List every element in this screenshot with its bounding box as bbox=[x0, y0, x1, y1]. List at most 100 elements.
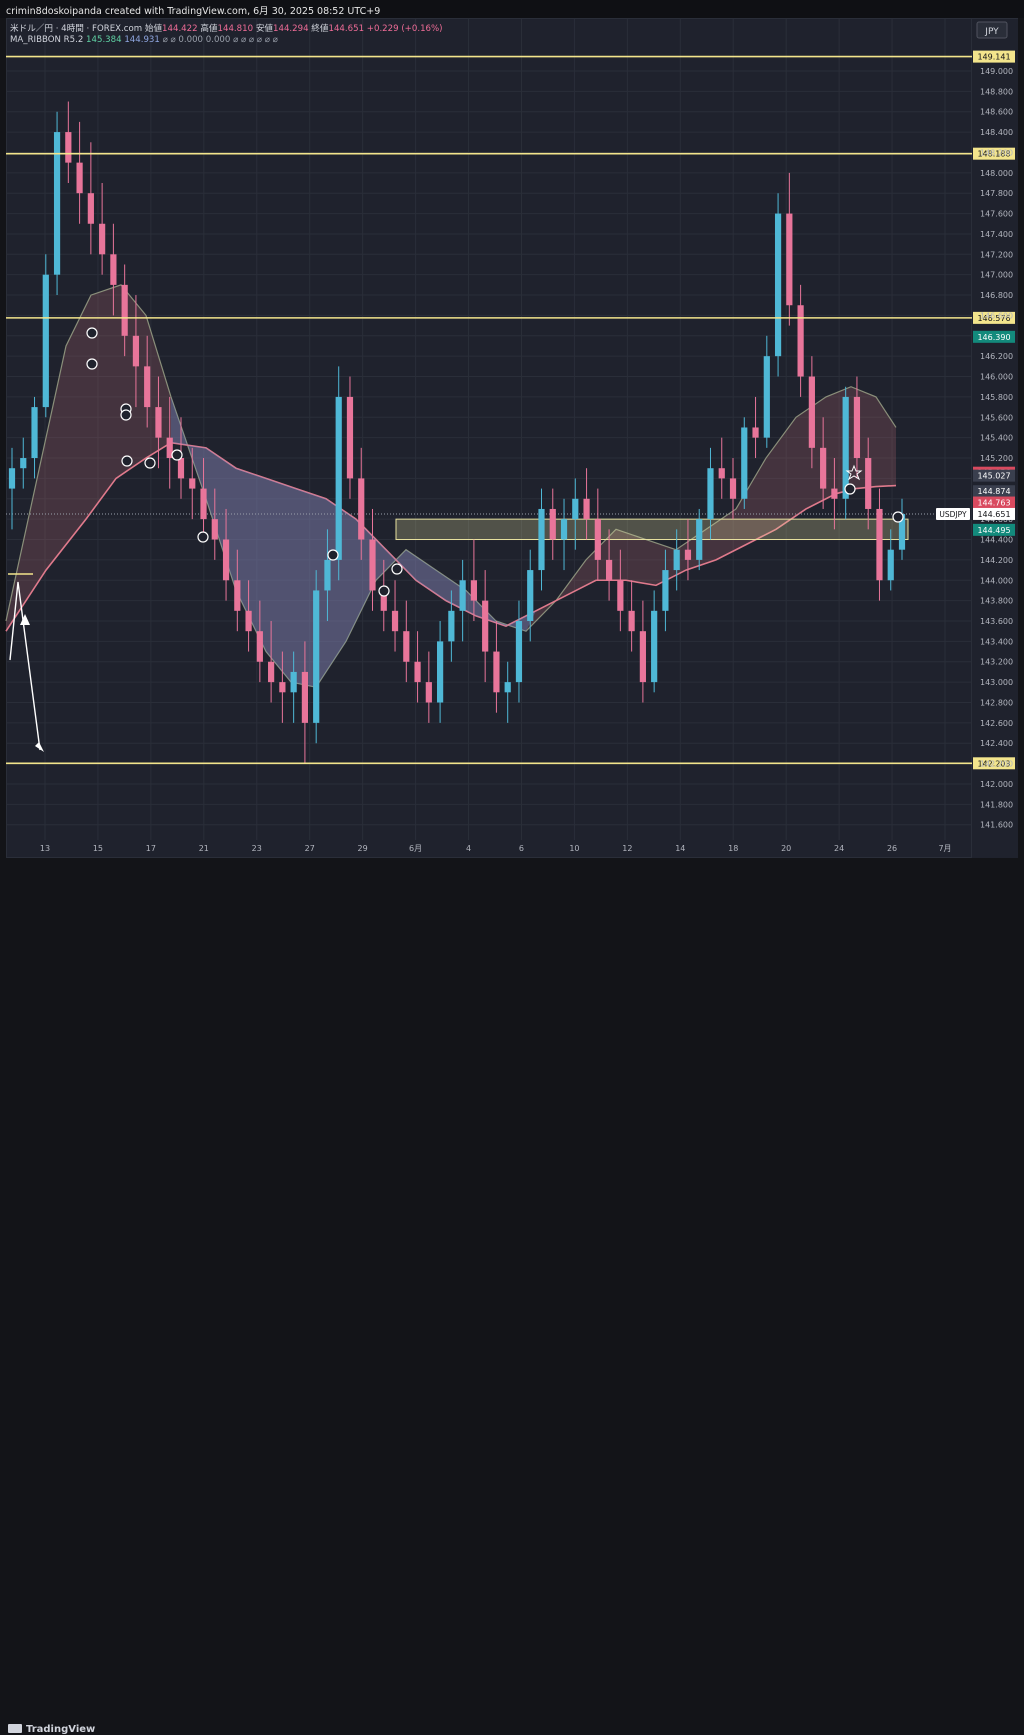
candle bbox=[42, 254, 49, 418]
y-tick-label: 147.600 bbox=[980, 210, 1013, 219]
candle-body bbox=[121, 284, 128, 336]
candle-body bbox=[425, 682, 432, 703]
candle-body bbox=[459, 580, 466, 611]
candle-body bbox=[256, 631, 263, 662]
candle bbox=[763, 335, 770, 448]
low-value: 144.294 bbox=[273, 24, 309, 34]
legend-indicator-row: MA_RIBBON R5.2 145.384 144.931 ⌀ ⌀ 0.000… bbox=[10, 35, 443, 46]
price-label-box bbox=[973, 469, 1015, 482]
zone-rect bbox=[395, 518, 909, 541]
candle-body bbox=[876, 508, 883, 581]
candle bbox=[549, 488, 556, 560]
candle-body bbox=[324, 559, 331, 591]
x-tick-label: 12 bbox=[622, 844, 632, 853]
y-tick-label: 147.800 bbox=[980, 189, 1013, 198]
x-tick-label: 21 bbox=[199, 844, 209, 853]
close-label: 終値 bbox=[311, 24, 329, 34]
candles bbox=[8, 101, 906, 764]
y-tick-label: 145.800 bbox=[980, 393, 1013, 402]
candle-body bbox=[211, 519, 218, 540]
y-tick-label: 144.000 bbox=[980, 576, 1013, 585]
level-label-box bbox=[973, 757, 1015, 770]
candle bbox=[76, 121, 83, 224]
candle-body bbox=[380, 590, 387, 611]
y-tick-label: 143.400 bbox=[980, 637, 1013, 646]
candle bbox=[572, 478, 579, 550]
y-tick-label: 148.200 bbox=[980, 148, 1013, 157]
y-tick-label: 146.200 bbox=[980, 352, 1013, 361]
tradingview-logo-icon bbox=[8, 1724, 22, 1733]
candle-body bbox=[369, 539, 376, 591]
candle-body bbox=[222, 539, 230, 581]
legend-symbol[interactable]: 米ドル／円 · 4時間 · FOREX.com bbox=[10, 24, 143, 34]
candle-body bbox=[820, 447, 827, 489]
candle bbox=[617, 549, 624, 632]
candle bbox=[786, 172, 793, 326]
x-tick-label: 15 bbox=[93, 844, 103, 853]
tradingview-brand[interactable]: TradingView bbox=[8, 1724, 95, 1735]
chart-svg[interactable]: 149.141 148.188 146.576 142.203 149.000 148.… bbox=[0, 0, 1024, 883]
high-label: 高値 bbox=[200, 24, 218, 34]
x-axis-ticks: 13 15 17 21 23 27 29 6月 4 6 10 12 14 18 20 24 26 7月 bbox=[40, 844, 952, 853]
level-label: 146.576 bbox=[977, 314, 1010, 323]
x-tick-label: 6 bbox=[519, 844, 524, 853]
open-value: 144.422 bbox=[162, 24, 198, 34]
candle bbox=[31, 396, 38, 479]
candle-body bbox=[527, 570, 534, 622]
candle bbox=[470, 539, 477, 622]
candle-body bbox=[605, 559, 613, 581]
x-tick-label: 6月 bbox=[409, 844, 422, 853]
candle bbox=[313, 570, 320, 744]
candle-body bbox=[560, 519, 568, 540]
candle bbox=[256, 600, 263, 683]
price-label: 146.390 bbox=[977, 333, 1010, 342]
candle bbox=[538, 488, 545, 591]
level-label-box bbox=[973, 147, 1015, 160]
candle bbox=[583, 468, 590, 540]
candle-body bbox=[718, 468, 725, 479]
candle bbox=[132, 295, 140, 408]
x-tick-label: 4 bbox=[466, 844, 471, 853]
indicator-name[interactable]: MA_RIBBON R5.2 bbox=[10, 35, 84, 45]
candle bbox=[831, 458, 838, 530]
horizontal-levels[interactable]: 149.141 148.188 146.576 142.203 bbox=[6, 50, 1015, 770]
candle-body bbox=[684, 549, 692, 560]
candle-body bbox=[583, 498, 590, 520]
candle-body bbox=[189, 478, 196, 489]
candle-body bbox=[110, 254, 117, 285]
candle-body bbox=[808, 376, 815, 448]
candle bbox=[391, 580, 399, 652]
candle bbox=[560, 498, 568, 571]
candle bbox=[290, 651, 297, 723]
candle bbox=[189, 447, 196, 520]
signal-marker-icon bbox=[391, 563, 403, 575]
star-marker-icon bbox=[845, 464, 863, 481]
indicator-rest: ⌀ ⌀ 0.000 0.000 ⌀ ⌀ ⌀ ⌀ ⌀ ⌀ bbox=[162, 35, 278, 45]
candle-body bbox=[707, 468, 714, 520]
price-label: 144.495 bbox=[977, 526, 1010, 535]
close-value: 144.651 bbox=[328, 24, 365, 34]
candle-body bbox=[898, 514, 906, 550]
candle bbox=[515, 600, 523, 703]
y-tick-label: 142.800 bbox=[980, 698, 1013, 707]
candle-body bbox=[200, 488, 207, 520]
candle bbox=[482, 570, 489, 683]
candle-body bbox=[549, 508, 556, 540]
candle bbox=[651, 590, 658, 693]
candle bbox=[718, 437, 725, 499]
candle-body bbox=[448, 610, 455, 642]
x-tick-label: 17 bbox=[146, 844, 156, 853]
x-tick-label: 18 bbox=[728, 844, 738, 853]
currency-box[interactable] bbox=[976, 21, 1008, 39]
candle bbox=[887, 529, 894, 591]
candle bbox=[358, 447, 365, 560]
x-tick-label: 23 bbox=[252, 844, 262, 853]
candle bbox=[853, 376, 861, 479]
x-tick-label: 13 bbox=[40, 844, 50, 853]
ribbon-fill bbox=[6, 284, 896, 688]
x-tick-label: 20 bbox=[781, 844, 791, 853]
candle-body bbox=[842, 396, 849, 499]
indicator-value-2: 144.931 bbox=[124, 35, 160, 45]
y-tick-label: 148.400 bbox=[980, 128, 1013, 137]
open-label: 始値 bbox=[144, 24, 163, 34]
